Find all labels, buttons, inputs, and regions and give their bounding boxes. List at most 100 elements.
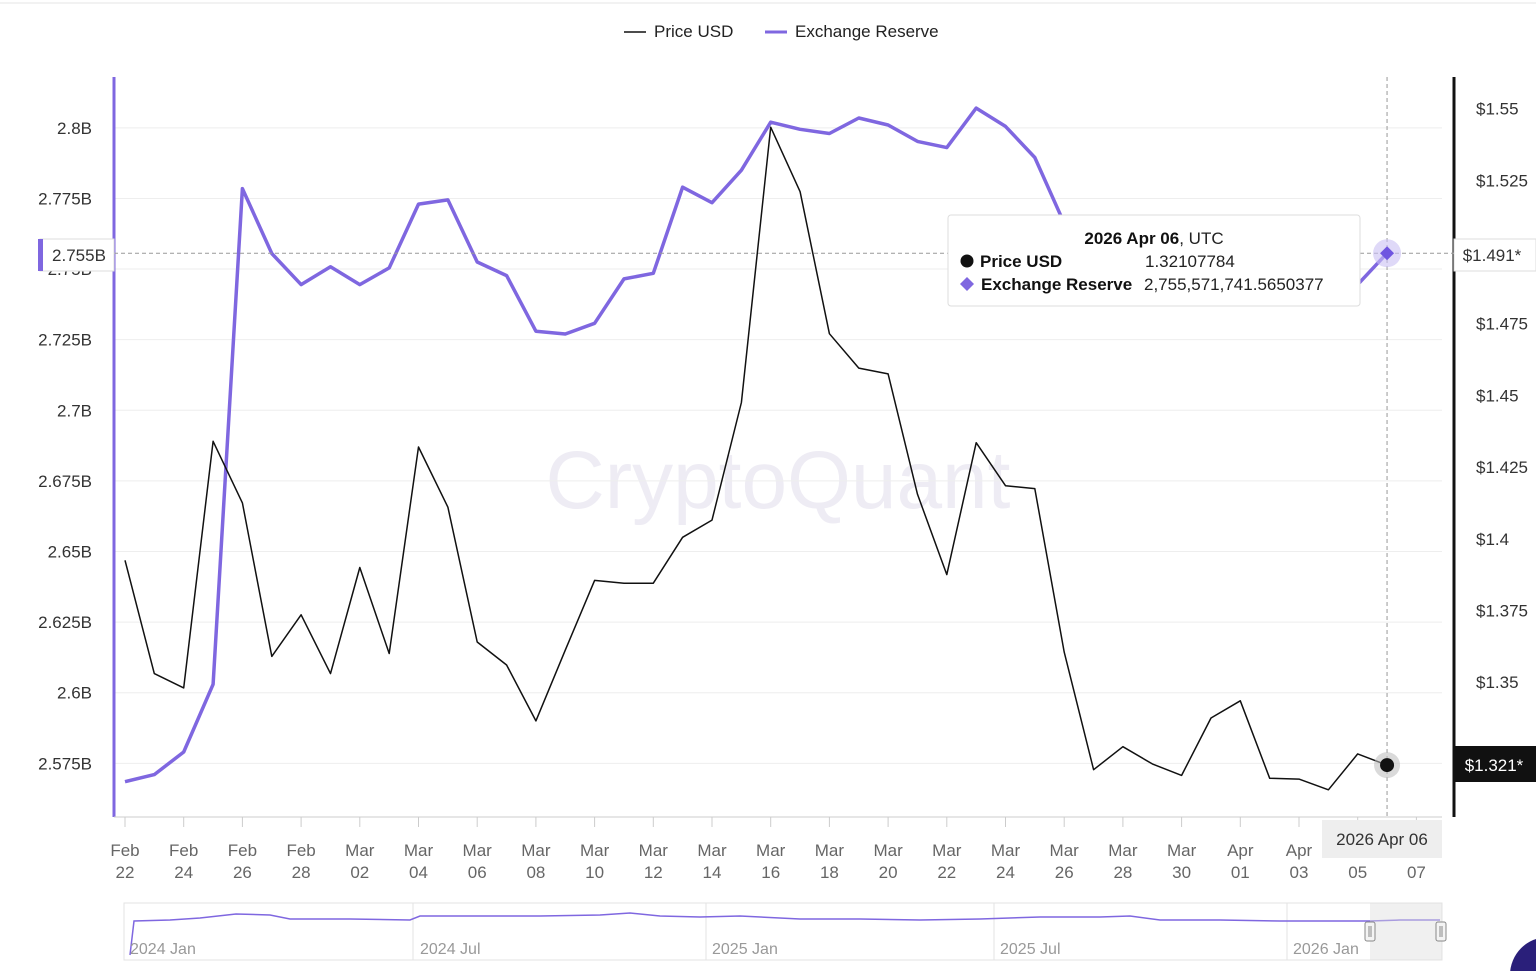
y-right-tick-label: $1.425	[1476, 458, 1528, 477]
tooltip-price-name: Price USD	[980, 252, 1062, 271]
x-tick-label-day: 07	[1407, 863, 1426, 882]
x-tick-label-day: 06	[468, 863, 487, 882]
reserve-hover-marker	[1380, 246, 1395, 261]
navigator-handle-right[interactable]	[1435, 921, 1447, 942]
x-tick-label-month: Mar	[932, 841, 962, 860]
tooltip-title-suffix: , UTC	[1179, 229, 1223, 248]
navigator-track[interactable]	[123, 902, 1443, 961]
legend-reserve-label[interactable]: Exchange Reserve	[795, 22, 939, 41]
y-left-tick-label: 2.675B	[38, 472, 92, 491]
tooltip-reserve-value: 2,755,571,741.5650377	[1144, 275, 1324, 294]
x-tick-label-month: Apr	[1286, 841, 1313, 860]
y-left-tick-label: 2.7B	[57, 401, 92, 420]
x-tick-label-day: 01	[1231, 863, 1250, 882]
x-tick-label-day: 03	[1290, 863, 1309, 882]
x-tick-label-day: 02	[350, 863, 369, 882]
tooltip-box	[947, 214, 1361, 307]
x-tick-label-day: 26	[1055, 863, 1074, 882]
tooltip-reserve-marker	[960, 277, 974, 291]
x-tick-label-month: Mar	[815, 841, 845, 860]
y-right-tick-label: $1.45	[1476, 386, 1519, 405]
crosshair-left-label-accent	[38, 239, 43, 271]
crosshair-right-reserve-box	[1453, 238, 1536, 272]
x-tick-label-day: 10	[585, 863, 604, 882]
x-tick-label-month: Mar	[1050, 841, 1080, 860]
y-right-tick-label: $1.375	[1476, 601, 1528, 620]
crosshair-left-label-box	[39, 238, 115, 272]
crosshair-date-label: 2026 Apr 06	[1322, 820, 1442, 858]
y-right-tick-label: $1.35	[1476, 673, 1519, 692]
x-tick-label-day: 26	[233, 863, 252, 882]
x-tick-label-month: Mar	[580, 841, 610, 860]
x-tick-label-day: 30	[1172, 863, 1191, 882]
x-tick-label-month: Mar	[404, 841, 434, 860]
navigator-label: 2025 Jul	[1000, 941, 1061, 958]
navigator[interactable]: 2024 Jan 2024 Jul 2025 Jan 2025 Jul 2026…	[123, 902, 1447, 961]
y-right-tick-label: $1.4	[1476, 530, 1509, 549]
y-left-tick-label: 2.725B	[38, 331, 92, 350]
navigator-selection[interactable]	[1370, 903, 1442, 960]
crosshair-right-price-box	[1454, 746, 1536, 782]
x-tick-label-month: Mar	[639, 841, 669, 860]
x-tick-label-month: Mar	[1167, 841, 1197, 860]
y-axis-right: $1.55$1.525$1.5$1.475$1.45$1.425$1.4$1.3…	[1476, 100, 1528, 693]
x-tick-label-month: Mar	[1108, 841, 1138, 860]
x-tick-label-month: Mar	[756, 841, 786, 860]
navigator-label: 2025 Jan	[712, 941, 778, 958]
x-tick-label-month: Apr	[1227, 841, 1254, 860]
chat-widget-button[interactable]	[1510, 937, 1536, 971]
x-tick-label-day: 22	[116, 863, 135, 882]
tooltip-title-date: 2026 Apr 06	[1084, 229, 1179, 248]
x-tick-label-month: Mar	[463, 841, 493, 860]
y-right-tick-label: $1.525	[1476, 171, 1528, 190]
crosshair-right-reserve-value: $1.491*	[1463, 246, 1522, 265]
crosshair-date-box	[1322, 820, 1442, 858]
y-left-tick-label: 2.625B	[38, 613, 92, 632]
x-tick-label-day: 24	[996, 863, 1015, 882]
grid	[114, 127, 1442, 764]
series-price-usd-line	[124, 126, 1388, 791]
legend[interactable]: Price USD Exchange Reserve	[624, 22, 939, 41]
x-tick-label-month: Feb	[228, 841, 257, 860]
x-tick-label-day: 22	[937, 863, 956, 882]
y-left-tick-label: 2.6B	[57, 684, 92, 703]
x-tick-label-day: 28	[292, 863, 311, 882]
x-tick-label-day: 18	[820, 863, 839, 882]
tooltip-price-marker	[960, 254, 974, 268]
navigator-handle-left[interactable]	[1364, 921, 1376, 942]
crosshair-right-reserve-label: $1.491*	[1453, 238, 1536, 272]
navigator-label: 2026 Jan	[1293, 941, 1359, 958]
x-tick-label-day: 05	[1348, 863, 1367, 882]
x-tick-label-day: 20	[879, 863, 898, 882]
navigator-label: 2024 Jan	[130, 941, 196, 958]
crosshair-right-price-label: $1.321*	[1454, 746, 1536, 782]
crosshair-left-value: 2.755B	[52, 246, 106, 265]
x-tick-label-month: Mar	[697, 841, 727, 860]
tooltip: 2026 Apr 06, UTC Price USD 1.32107784 Ex…	[947, 214, 1361, 307]
y-right-tick-label: $1.55	[1476, 100, 1519, 119]
y-left-tick-label: 2.775B	[38, 189, 92, 208]
x-tick-label-month: Mar	[345, 841, 375, 860]
x-tick-label-month: Mar	[873, 841, 903, 860]
x-tick-label-month: Feb	[286, 841, 315, 860]
navigator-series	[129, 912, 1440, 956]
x-tick-label-day: 04	[409, 863, 428, 882]
y-left-tick-label: 2.65B	[48, 543, 92, 562]
x-tick-label-day: 24	[174, 863, 193, 882]
legend-price-label[interactable]: Price USD	[654, 22, 733, 41]
x-tick-label-month: Feb	[110, 841, 139, 860]
x-tick-label-month: Mar	[991, 841, 1021, 860]
x-tick-label-day: 08	[526, 863, 545, 882]
x-axis: Feb 22 Feb 24 Feb 26 Feb 28 Mar 02 Mar 04 Mar 06 Mar 08…	[110, 817, 1426, 882]
x-tick-label-day: 16	[761, 863, 780, 882]
y-left-tick-label: 2.575B	[38, 754, 92, 773]
navigator-label: 2024 Jul	[420, 941, 481, 958]
tooltip-title: 2026 Apr 06, UTC	[1084, 229, 1223, 248]
tooltip-price-value: 1.32107784	[1145, 252, 1235, 271]
crosshair-left-label: 2.755B	[38, 238, 115, 272]
x-tick-label-month: Feb	[169, 841, 198, 860]
crosshair-date-value: 2026 Apr 06	[1336, 830, 1428, 849]
x-tick-label-month: Mar	[521, 841, 551, 860]
y-right-tick-label: $1.475	[1476, 315, 1528, 334]
